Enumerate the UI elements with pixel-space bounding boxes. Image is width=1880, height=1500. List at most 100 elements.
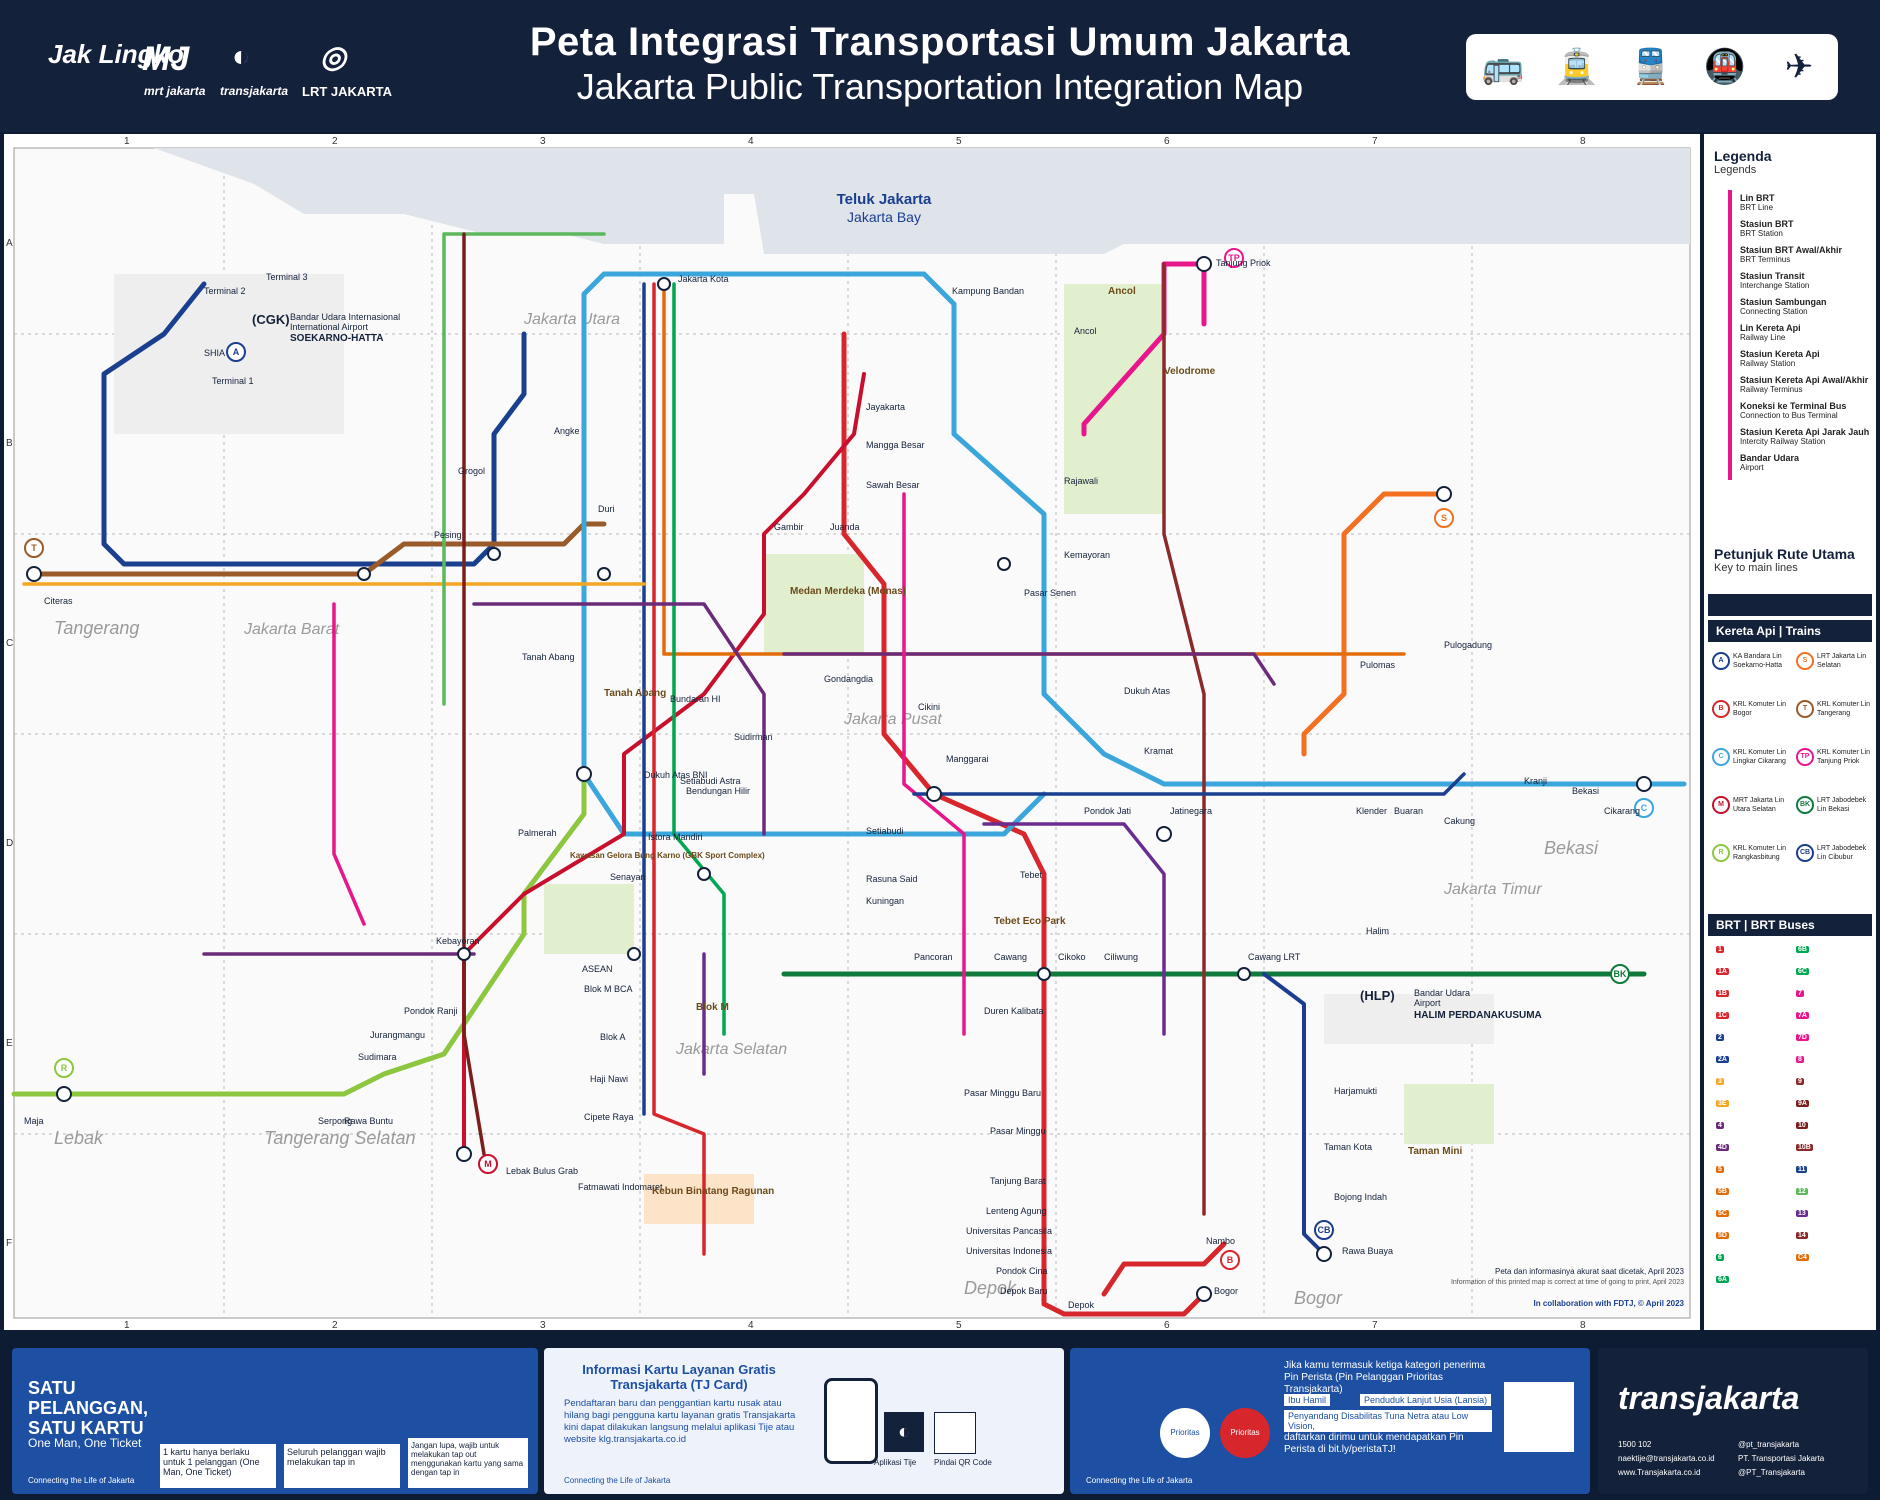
legend-item: Lin BRT BRT Line <box>1740 193 1775 213</box>
label-pulogadung: Pulogadung <box>1444 640 1492 650</box>
grid-col-8-bottom: 8 <box>1580 1320 1586 1330</box>
label-pondok-ranji: Pondok Ranji <box>404 1006 458 1016</box>
contact-phone: 1500 102 <box>1618 1440 1652 1449</box>
grid-col-2-bottom: 2 <box>332 1320 338 1330</box>
label-pasar-minggu-baru: Pasar Minggu Baru <box>964 1088 1041 1098</box>
region-labels: Jakarta Utara Jakarta Barat Jakarta Pusa… <box>54 311 1599 1308</box>
brt-route-badge: 10B <box>1796 1144 1813 1151</box>
map-canvas[interactable]: 1 2 3 4 5 6 7 8 1 2 3 4 5 6 7 8 A B C D E F Teluk Jakarta J… <box>4 134 1700 1330</box>
station-rangkasbitung[interactable] <box>56 1086 72 1102</box>
tije-app-icon[interactable]: ◐ <box>884 1412 924 1452</box>
cgk-name-en: International Airport <box>290 322 369 332</box>
train-key-item: TKRL Komuter Lin Tangerang <box>1796 700 1874 718</box>
station-kota[interactable] <box>657 277 671 291</box>
station-pesing[interactable] <box>357 567 371 581</box>
station-kebayoran[interactable] <box>457 947 471 961</box>
train-key-item: AKA Bandara Lin Soekarno-Hatta <box>1712 652 1790 670</box>
transjakarta-logo-text: transjakarta <box>220 84 289 98</box>
key-title: Petunjuk Rute Utama <box>1714 546 1855 562</box>
station-cawang-lrt[interactable] <box>1237 967 1251 981</box>
hlp-name-en: Airport <box>1414 998 1441 1008</box>
grid-col-6: 6 <box>1164 136 1170 147</box>
transit-map[interactable]: 1 2 3 4 5 6 7 8 1 2 3 4 5 6 7 8 A B C D E F Teluk Jakarta J… <box>4 134 1700 1330</box>
station-pegangsaan-dua[interactable] <box>1436 486 1452 502</box>
map-accuracy-note-en: Information of this printed map is corre… <box>1451 1279 1684 1286</box>
svg-text:A: A <box>233 347 240 357</box>
train-line-badge: S <box>1796 652 1814 670</box>
legend-item: Bandar Udara Airport <box>1740 453 1800 473</box>
brt-route-badge: 5D <box>1716 1232 1729 1239</box>
region-lebak: Lebak <box>54 1128 104 1148</box>
station-harmoni[interactable] <box>597 567 611 581</box>
station-tanah-abang[interactable] <box>576 766 592 782</box>
contact-website: www.Transjakarta.co.id <box>1618 1468 1701 1477</box>
svg-text:TP: TP <box>1228 253 1240 263</box>
label-cikoko: Cikoko <box>1058 952 1086 962</box>
station-bogor[interactable] <box>1196 1286 1212 1302</box>
label-pulomas: Pulomas <box>1360 660 1396 670</box>
station-dukuh-atas[interactable] <box>697 867 711 881</box>
legend-item: Stasiun Kereta Api Railway Station <box>1740 349 1820 369</box>
contact-facebook: PT. Transportasi Jakarta <box>1738 1454 1825 1463</box>
tj-card-text: Pendaftaran baru dan penggantian kartu r… <box>564 1398 796 1445</box>
label-sawah-besar: Sawah Besar <box>866 480 920 490</box>
perista-text: Jika kamu termasuk ketiga kategori pener… <box>1284 1360 1486 1395</box>
qr-code-icon[interactable] <box>934 1412 976 1454</box>
brt-koridor-1 <box>652 282 706 1256</box>
label-harjamukti: Rawa Buaya <box>1342 1246 1393 1256</box>
metro-icon: 🚇 <box>1703 48 1747 86</box>
label-setiabudi: Setiabudi <box>866 826 904 836</box>
station-tangerang[interactable] <box>26 566 42 582</box>
one-ticket-panel: SATU PELANGGAN, SATU KARTU One Man, One … <box>12 1348 538 1494</box>
perista-qr-code[interactable] <box>1504 1382 1574 1452</box>
svg-text:CB: CB <box>1318 1225 1331 1235</box>
label-jayakarta: Jayakarta <box>866 402 905 412</box>
brt-route-badge: 4D <box>1716 1144 1729 1151</box>
grid-row-d: D <box>6 838 13 849</box>
monas-park-area <box>764 554 864 654</box>
station-manggarai[interactable] <box>926 786 942 802</box>
label-pondok-jati: Kramat <box>1144 746 1174 756</box>
ragunan-area <box>644 1174 754 1224</box>
hlp-airport[interactable]: (HLP) Bandar Udara Airport HALIM PERDANA… <box>1360 988 1542 1021</box>
map-credit: In collaboration with FDTJ, © April 2023 <box>1533 1299 1684 1308</box>
brt-koridor-7 <box>902 492 966 1036</box>
legend-item: Stasiun Sambungan Connecting Station <box>1740 297 1827 317</box>
brt-route-badge: 13 <box>1796 1210 1808 1217</box>
label-grogol: Grogol <box>458 466 485 476</box>
cgk-airport[interactable]: (CGK) Bandar Udara Internasional Interna… <box>204 272 400 386</box>
landmark-tanah-abang: Tanah Abang <box>604 688 666 699</box>
label-cakung: Cakung <box>1444 816 1475 826</box>
grid-col-5-bottom: 5 <box>956 1320 962 1330</box>
grid-col-4-bottom: 4 <box>748 1320 754 1330</box>
brt-corridors <box>22 232 1466 1256</box>
gbk-area <box>544 884 634 954</box>
brt-route-badge: 7A <box>1796 1012 1809 1019</box>
label-pasar-minggu: Pasar Minggu <box>990 1126 1046 1136</box>
contact-instagram: @pt_transjakarta <box>1738 1440 1800 1449</box>
label-bundaran-hi: Bundaran HI <box>670 694 721 704</box>
station-cikarang[interactable] <box>1636 776 1652 792</box>
legend-item: Stasiun BRT BRT Station <box>1740 219 1794 239</box>
grid-col-7-bottom: 7 <box>1372 1320 1378 1330</box>
label-duren-kalibata: Duren Kalibata <box>984 1006 1044 1016</box>
station-jatinegara[interactable] <box>1156 826 1172 842</box>
station-cawang[interactable] <box>1037 967 1051 981</box>
station-pasar-senen[interactable] <box>997 557 1011 571</box>
train-line-badge: TP <box>1796 748 1814 766</box>
station-harjamukti[interactable] <box>1316 1246 1332 1262</box>
station-csw-asean[interactable] <box>627 947 641 961</box>
brt-route-badge: 5B <box>1716 1188 1729 1195</box>
train-icons-bar <box>1708 594 1872 616</box>
brt-route-badge: 1A <box>1716 968 1729 975</box>
station-lebak-bulus[interactable] <box>456 1146 472 1162</box>
train-key-item: TPKRL Komuter Lin Tanjung Priok <box>1796 748 1874 766</box>
station-tanjung-priok[interactable] <box>1196 256 1212 272</box>
line-badges: T R C TP S BK CB M B A <box>24 248 1654 1270</box>
station-grogol[interactable] <box>487 547 501 561</box>
station-markers[interactable] <box>26 256 1652 1302</box>
cgk-terminal-3: Terminal 3 <box>266 272 308 282</box>
lrt-logo-text: LRT JAKARTA <box>302 84 393 99</box>
brt-route-badge: 3E <box>1716 1100 1729 1107</box>
brt-route-badge: 1B <box>1716 990 1729 997</box>
